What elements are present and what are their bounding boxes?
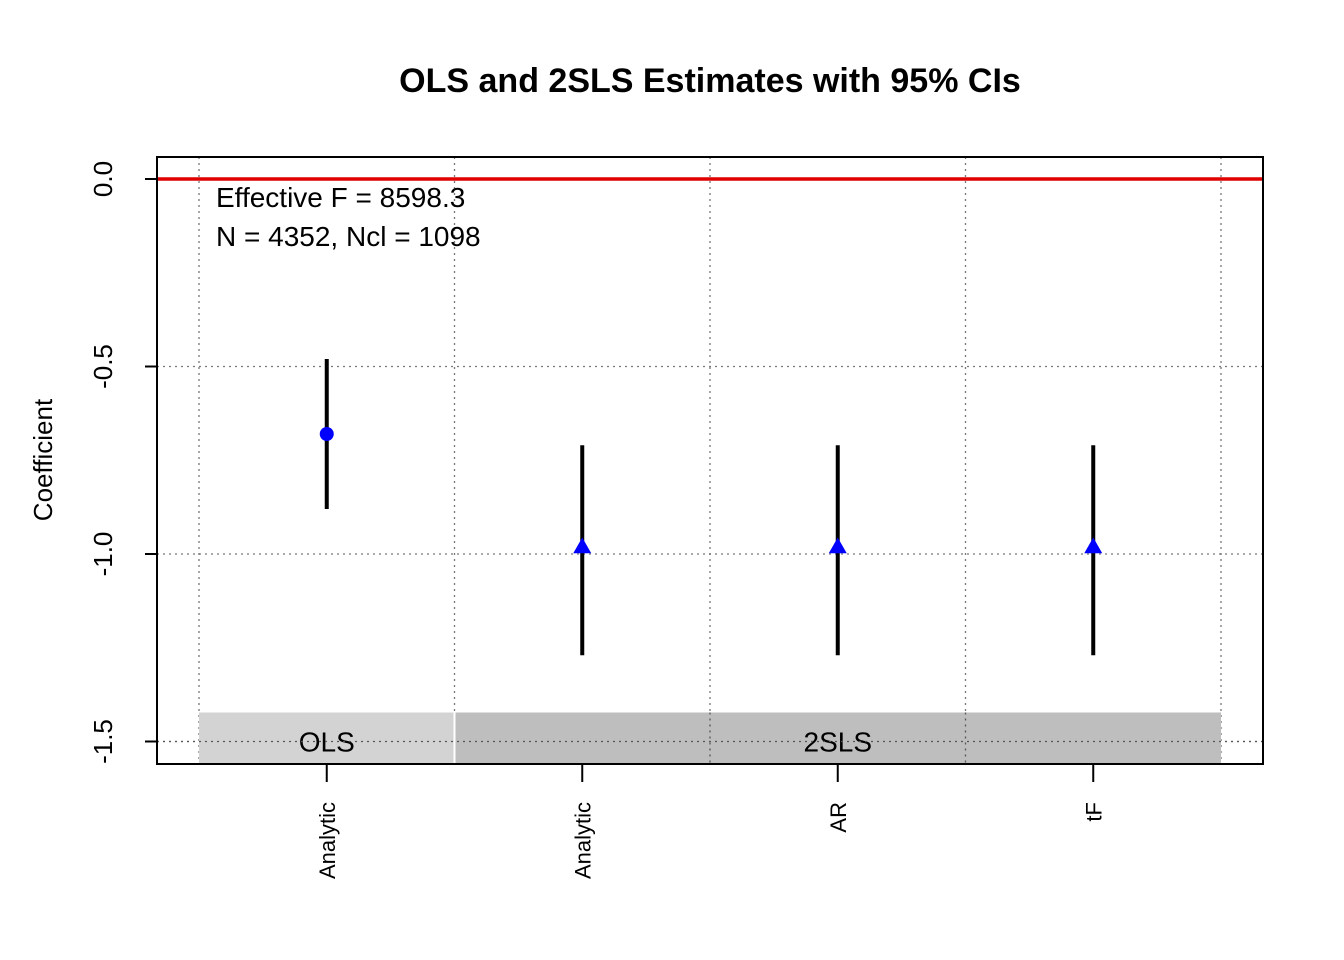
point-estimate-marker: [828, 537, 847, 554]
y-tick-label: -0.5: [88, 344, 118, 389]
point-estimate-marker: [1084, 537, 1103, 554]
x-tick-label: tF: [1081, 802, 1106, 822]
group-label: 2SLS: [804, 727, 873, 758]
y-tick-label: -1.0: [88, 532, 118, 577]
annotation-text: N = 4352, Ncl = 1098: [216, 221, 481, 252]
y-tick-label: 0.0: [88, 161, 118, 197]
x-tick-label: Analytic: [315, 802, 340, 879]
y-axis-label: Coefficient: [28, 398, 58, 521]
y-tick-label: -1.5: [88, 719, 118, 764]
x-tick-label: AR: [826, 802, 851, 833]
chart-title: OLS and 2SLS Estimates with 95% CIs: [399, 62, 1021, 100]
annotation-text: Effective F = 8598.3: [216, 182, 465, 213]
plot-frame: [156, 156, 1264, 765]
x-tick-label: Analytic: [570, 802, 595, 879]
group-band: [199, 712, 455, 764]
group-band: [454, 712, 1221, 764]
point-estimate-marker: [573, 537, 592, 554]
point-estimate-marker: [319, 427, 334, 441]
